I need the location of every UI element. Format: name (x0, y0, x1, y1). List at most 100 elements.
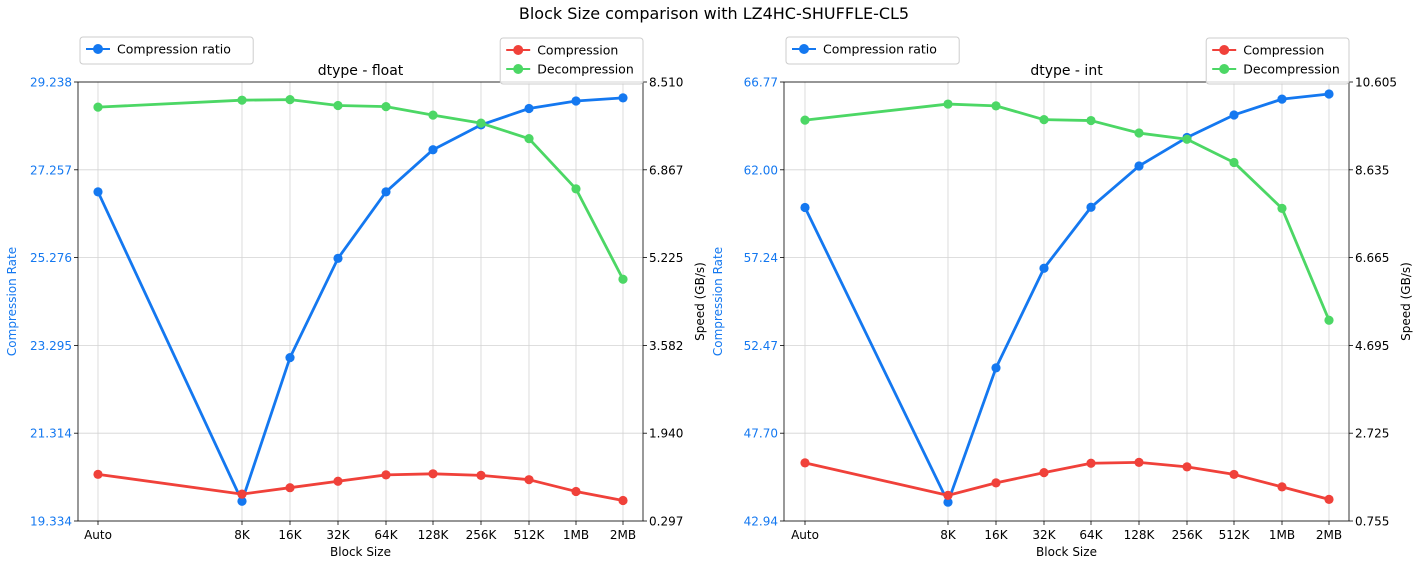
tick-label-x: 8K (940, 528, 957, 542)
tick-label-left: 42.94 (744, 515, 778, 529)
data-point (428, 469, 438, 479)
data-point (1182, 462, 1192, 472)
data-point (285, 483, 295, 493)
data-point (93, 187, 103, 197)
x-axis-label: Block Size (330, 545, 391, 559)
data-point (991, 363, 1001, 373)
data-point (285, 95, 295, 105)
y-axis-label-right: Speed (GB/s) (1399, 262, 1413, 341)
data-point (618, 495, 628, 506)
legend-marker (799, 44, 809, 54)
tick-label-x: 64K (374, 528, 398, 542)
data-point (1134, 128, 1144, 138)
tick-label-left: 25.276 (30, 251, 72, 265)
data-point (1277, 94, 1287, 104)
legend-label: Compression (1243, 43, 1324, 58)
data-point (991, 478, 1001, 488)
tick-label-x: 16K (984, 528, 1008, 542)
data-point (381, 101, 391, 112)
data-point (800, 458, 810, 468)
data-point (1134, 457, 1144, 467)
tick-label-x: 32K (326, 528, 350, 542)
data-point (943, 497, 953, 507)
tick-label-left: 62.00 (744, 163, 778, 177)
data-point (800, 202, 810, 213)
chart-1: 42.94 47.70 52.47 57.24 62.00 66.77 0.755 2.725… (711, 36, 1413, 559)
series-line-compression-ratio (96, 96, 624, 503)
tick-label-x: 128K (1124, 528, 1156, 542)
data-point (93, 469, 103, 479)
data-point (1086, 458, 1096, 468)
data-point (428, 110, 438, 120)
data-point (1324, 315, 1334, 325)
data-point (1229, 110, 1239, 120)
data-point (1324, 494, 1334, 504)
tick-label-right: 4.695 (1355, 339, 1389, 353)
tick-label-x: 256K (1172, 528, 1204, 542)
tick-label-x: 256K (466, 528, 498, 542)
tick-label-left: 29.238 (30, 76, 72, 90)
data-point (1277, 203, 1287, 213)
tick-label-x: 1MB (1269, 528, 1295, 542)
data-point (1229, 157, 1239, 168)
chart-0: 19.334 21.314 23.295 25.276 27.257 29.238 0.29… (5, 36, 707, 559)
data-point (943, 99, 953, 109)
data-point (571, 184, 581, 194)
data-point (943, 490, 953, 500)
legend-label: Compression ratio (117, 42, 231, 57)
data-point (285, 353, 295, 363)
tick-label-right: 8.510 (649, 76, 683, 90)
tick-label-x: Auto (791, 528, 819, 542)
tick-label-right: 0.297 (649, 515, 683, 529)
tick-label-right: 8.635 (1355, 163, 1389, 177)
data-point (618, 93, 628, 103)
tick-label-x: 128K (418, 528, 450, 542)
tick-label-left: 27.257 (30, 163, 72, 177)
data-point (381, 470, 391, 480)
data-point (1039, 263, 1049, 273)
tick-label-right: 10.605 (1355, 76, 1397, 90)
series-line-compression (97, 472, 624, 502)
tick-label-left: 52.47 (744, 339, 778, 353)
data-point (1229, 469, 1239, 480)
chart-title: dtype - float (318, 63, 404, 79)
data-point (524, 134, 534, 144)
data-point (476, 470, 486, 481)
legend-marker (513, 45, 524, 55)
tick-label-left: 66.77 (744, 76, 778, 90)
data-point (1182, 134, 1192, 144)
legend-left (79, 36, 254, 65)
figure-title: Block Size comparison with LZ4HC-SHUFFLE… (519, 4, 909, 23)
series-line-decompression (804, 102, 1331, 321)
data-point (618, 274, 628, 284)
legend-marker (1219, 64, 1230, 74)
legend-right (499, 37, 644, 85)
y-axis-label-left: Compression Rate (5, 247, 19, 356)
data-point (381, 187, 391, 197)
data-point (1324, 89, 1334, 99)
legend-label: Decompression (537, 62, 634, 77)
tick-label-left: 21.314 (30, 427, 72, 441)
legend-marker (1219, 45, 1230, 55)
tick-label-x: 2MB (610, 528, 636, 542)
tick-label-x: Auto (84, 528, 112, 542)
legend-marker (513, 64, 524, 74)
tick-label-x: 512K (1219, 528, 1251, 542)
data-point (1134, 161, 1144, 171)
tick-label-right: 6.867 (649, 163, 683, 177)
data-point (524, 103, 534, 114)
y-axis-label-right: Speed (GB/s) (693, 262, 707, 341)
tick-label-x: 8K (234, 528, 251, 542)
data-point (333, 476, 343, 486)
tick-label-left: 23.295 (30, 339, 72, 353)
legend-marker (93, 44, 103, 54)
data-point (476, 118, 486, 128)
tick-label-x: 1MB (563, 528, 589, 542)
tick-label-x: 64K (1079, 528, 1103, 542)
tick-label-right: 5.225 (649, 251, 683, 265)
tick-label-left: 47.70 (744, 427, 778, 441)
tick-label-right: 2.725 (1355, 427, 1389, 441)
data-point (800, 115, 810, 125)
tick-label-x: 16K (278, 528, 302, 542)
